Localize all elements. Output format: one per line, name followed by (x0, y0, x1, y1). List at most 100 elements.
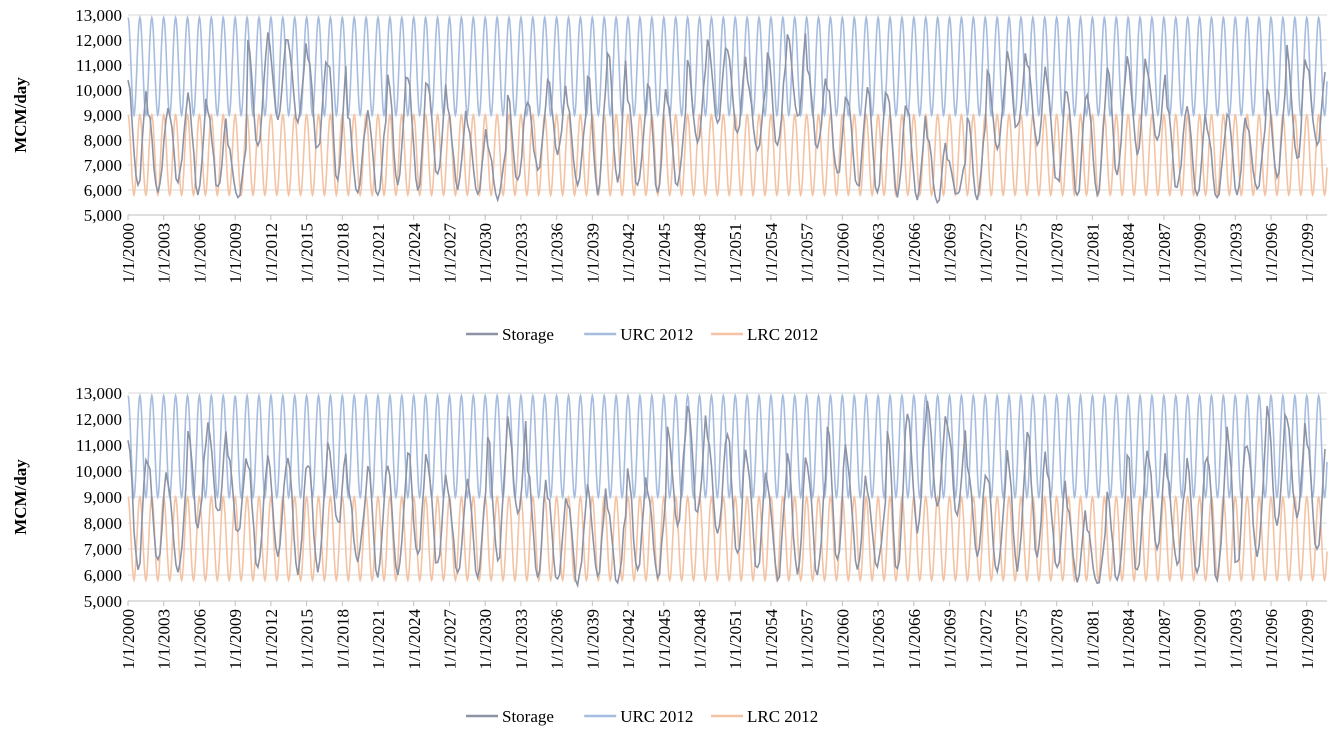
x-tick-label: 1/1/2075 (1012, 609, 1031, 669)
x-tick-label: 1/1/2033 (512, 223, 531, 283)
x-tick-label: 1/1/2030 (476, 223, 495, 283)
series-line-storage (127, 32, 1326, 205)
x-tick-label: 1/1/2045 (655, 223, 674, 283)
x-tick-label: 1/1/2009 (226, 609, 245, 669)
x-tick-label: 1/1/2057 (798, 609, 817, 670)
legend-item-3: LRC 2012 (711, 707, 818, 726)
legend-label: Storage (502, 707, 554, 726)
legend-item-2: URC 2012 (584, 325, 693, 344)
y-tick-label: 13,000 (75, 6, 122, 25)
x-tick-label: 1/1/2069 (941, 609, 960, 669)
y-tick-label: 8,000 (84, 131, 122, 150)
chart-panel-2: 5,000 6,000 7,000 8,000 9,000 10,000 11,000 12,… (11, 384, 1328, 726)
x-tick-label: 1/1/2039 (583, 609, 602, 669)
x-tick-label: 1/1/2030 (476, 609, 495, 669)
legend-item-2: URC 2012 (584, 707, 693, 726)
series-line-lrc-2012 (127, 494, 1328, 583)
x-tick-label: 1/1/2060 (833, 609, 852, 669)
x-tick-label: 1/1/2018 (333, 223, 352, 283)
x-tick-label: 1/1/2039 (583, 223, 602, 283)
x-tick-label: 1/1/2099 (1298, 609, 1317, 669)
y-tick-label: 12,000 (75, 31, 122, 50)
x-tick-label: 1/1/2003 (155, 609, 174, 669)
y-tick-label: 7,000 (84, 540, 122, 559)
y-tick-label: 9,000 (84, 106, 122, 125)
legend-label: URC 2012 (620, 707, 693, 726)
x-tick-label: 1/1/2096 (1262, 609, 1281, 669)
y-tick-label: 5,000 (84, 206, 122, 225)
x-tick-label: 1/1/2084 (1119, 223, 1138, 284)
y-tick-label: 11,000 (76, 436, 122, 455)
x-tick-label: 1/1/2033 (512, 609, 531, 669)
legend-label: URC 2012 (620, 325, 693, 344)
x-tick-label: 1/1/2006 (190, 223, 209, 283)
x-tick-label: 1/1/2024 (405, 609, 424, 670)
legend-label: LRC 2012 (747, 707, 818, 726)
x-tick-label: 1/1/2093 (1226, 609, 1245, 669)
legend-item-3: LRC 2012 (711, 325, 818, 344)
x-tick-label: 1/1/2063 (869, 609, 888, 669)
x-tick-label: 1/1/2000 (119, 609, 138, 669)
x-tick-label: 1/1/2051 (726, 223, 745, 283)
x-tick-label: 1/1/2072 (976, 609, 995, 669)
x-tick-label: 1/1/2042 (619, 609, 638, 669)
x-tick-label: 1/1/2003 (155, 223, 174, 283)
x-tick-label: 1/1/2072 (976, 223, 995, 283)
y-tick-label: 6,000 (84, 181, 122, 200)
x-tick-label: 1/1/2078 (1048, 609, 1067, 669)
x-tick-label: 1/1/2006 (190, 609, 209, 669)
x-tick-label: 1/1/2099 (1298, 223, 1317, 283)
y-tick-label: 10,000 (75, 462, 122, 481)
x-tick-label: 1/1/2018 (333, 609, 352, 669)
x-tick-label: 1/1/2027 (440, 223, 459, 284)
x-tick-label: 1/1/2078 (1048, 223, 1067, 283)
legend-label: Storage (502, 325, 554, 344)
x-tick-label: 1/1/2021 (369, 609, 388, 669)
x-tick-label: 1/1/2012 (262, 223, 281, 283)
x-tick-label: 1/1/2024 (405, 223, 424, 284)
x-tick-label: 1/1/2081 (1083, 223, 1102, 283)
series-line-storage (127, 400, 1326, 589)
x-tick-label: 1/1/2090 (1191, 609, 1210, 669)
y-tick-label: 12,000 (75, 410, 122, 429)
x-tick-label: 1/1/2060 (833, 223, 852, 283)
x-tick-label: 1/1/2042 (619, 223, 638, 283)
series-line-urc-2012 (127, 392, 1328, 501)
x-tick-label: 1/1/2054 (762, 609, 781, 670)
x-tick-label: 1/1/2015 (298, 609, 317, 669)
y-axis-label: MCM/day (11, 77, 30, 153)
x-tick-label: 1/1/2096 (1262, 223, 1281, 283)
x-tick-label: 1/1/2066 (905, 609, 924, 669)
x-tick-label: 1/1/2054 (762, 223, 781, 284)
y-tick-label: 11,000 (76, 56, 122, 75)
x-tick-label: 1/1/2021 (369, 223, 388, 283)
x-tick-label: 1/1/2036 (548, 223, 567, 283)
y-tick-label: 13,000 (75, 384, 122, 403)
x-tick-label: 1/1/2051 (726, 609, 745, 669)
x-tick-label: 1/1/2063 (869, 223, 888, 283)
y-tick-label: 9,000 (84, 488, 122, 507)
x-tick-label: 1/1/2009 (226, 223, 245, 283)
y-tick-label: 6,000 (84, 566, 122, 585)
x-tick-label: 1/1/2093 (1226, 223, 1245, 283)
legend-item-1: Storage (466, 707, 554, 726)
series-line-urc-2012 (127, 14, 1328, 119)
x-tick-label: 1/1/2081 (1083, 609, 1102, 669)
x-tick-label: 1/1/2087 (1155, 223, 1174, 284)
x-tick-label: 1/1/2015 (298, 223, 317, 283)
legend-item-1: Storage (466, 325, 554, 344)
x-tick-label: 1/1/2087 (1155, 609, 1174, 670)
x-tick-label: 1/1/2048 (691, 223, 710, 283)
x-tick-label: 1/1/2000 (119, 223, 138, 283)
y-tick-label: 8,000 (84, 514, 122, 533)
x-tick-label: 1/1/2057 (798, 223, 817, 284)
y-tick-label: 7,000 (84, 156, 122, 175)
x-tick-label: 1/1/2069 (941, 223, 960, 283)
x-tick-label: 1/1/2090 (1191, 223, 1210, 283)
x-tick-label: 1/1/2027 (440, 609, 459, 670)
x-tick-label: 1/1/2075 (1012, 223, 1031, 283)
legend-label: LRC 2012 (747, 325, 818, 344)
y-tick-label: 5,000 (84, 592, 122, 611)
